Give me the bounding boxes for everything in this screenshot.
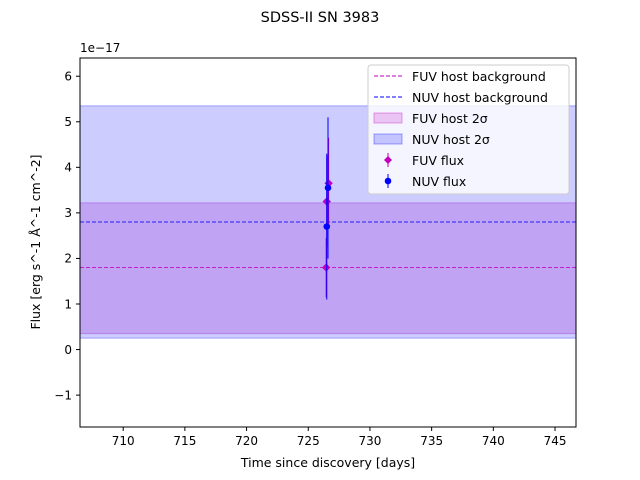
y-offset-label: 1e−17 (80, 41, 120, 55)
x-tick-label-6: 740 (482, 434, 505, 448)
y-tick-label-4: 3 (64, 206, 72, 220)
legend-box (367, 64, 570, 195)
data-point-0-0 (321, 263, 331, 272)
y-tick-label-1: 0 (64, 343, 72, 357)
legend: FUV host background NUV host background … (367, 64, 570, 195)
legend-nuv-band-swatch (373, 133, 403, 145)
data-point-1-1 (324, 184, 332, 192)
x-tick-label-0: 710 (112, 434, 135, 448)
legend-label-nuv-background: NUV host background (412, 90, 548, 105)
legend-nuv-flux-marker (384, 177, 392, 185)
legend-label-nuv-flux: NUV flux (412, 174, 466, 189)
x-tick-label-2: 720 (235, 434, 258, 448)
legend-fuv-band-swatch (373, 112, 403, 124)
y-tick-label-2: 1 (64, 297, 72, 311)
y-axis-label: Flux [erg s^-1 Å^-1 cm^-2] (28, 154, 43, 329)
x-tick-label-4: 730 (358, 434, 381, 448)
y-tick-label-3: 2 (64, 252, 72, 266)
y-tick-label-6: 5 (64, 115, 72, 129)
x-axis-label: Time since discovery [days] (240, 455, 415, 470)
legend-label-fuv-band: FUV host 2σ (412, 111, 488, 126)
x-axis-ticks: 710 715 720 725 730 735 740 745 (112, 427, 567, 448)
y-tick-label-0: −1 (54, 388, 72, 402)
axes-frame (79, 57, 577, 428)
x-tick-label-5: 735 (420, 434, 443, 448)
y-axis-ticks: −1 0 1 2 3 4 5 6 (54, 70, 80, 402)
x-tick-label-7: 745 (544, 434, 567, 448)
x-tick-label-1: 715 (173, 434, 196, 448)
legend-fuv-flux-marker (384, 156, 392, 164)
legend-label-nuv-band: NUV host 2σ (412, 132, 490, 147)
data-point-1-0 (323, 223, 331, 230)
legend-label-fuv-background: FUV host background (412, 69, 546, 84)
chart-title: SDSS-II SN 3983 (261, 10, 380, 26)
y-tick-label-7: 6 (64, 70, 72, 84)
x-tick-label-3: 725 (297, 434, 320, 448)
legend-label-fuv-flux: FUV flux (412, 153, 464, 168)
y-tick-label-5: 4 (64, 161, 72, 175)
